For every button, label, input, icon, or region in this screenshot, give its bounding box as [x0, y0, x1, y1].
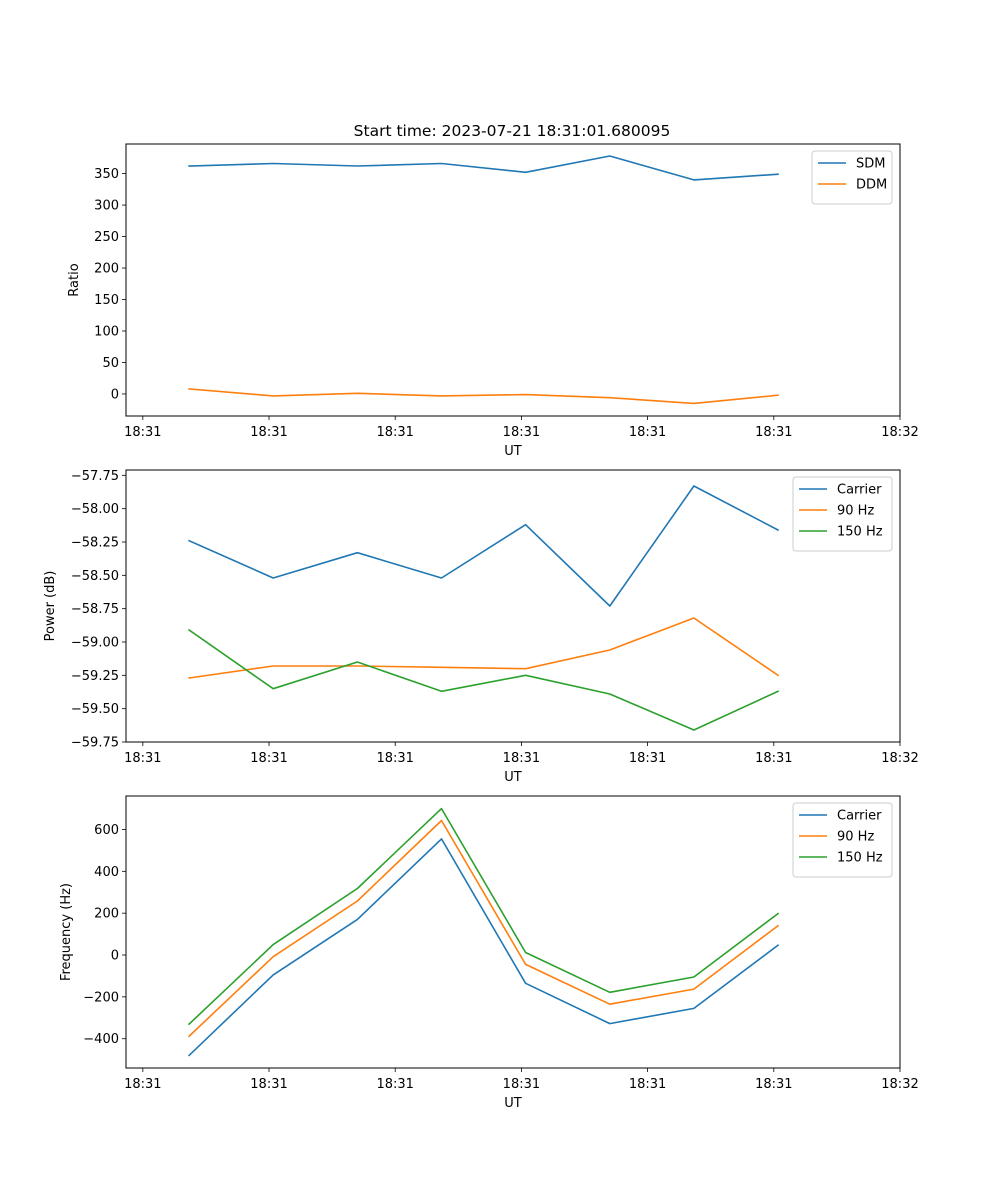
x-tick-label: 18:31	[124, 425, 161, 440]
x-tick-label: 18:31	[250, 751, 287, 766]
y-tick-label: 150	[94, 293, 119, 308]
x-tick-label: 18:31	[250, 425, 287, 440]
y-tick-label: 0	[111, 949, 119, 964]
y-tick-label: −59.75	[71, 736, 119, 751]
chart-panel-1: 18:31 18:31 18:31 18:31 18:31 18:31 18:32 0 50 10…	[67, 143, 919, 459]
y-tick-label: −57.75	[71, 469, 119, 484]
x-tick-label: 18:32	[881, 425, 918, 440]
charts-group: 18:31 18:31 18:31 18:31 18:31 18:31 18:32 0 50 10…	[43, 143, 919, 1111]
legend-label-90-hz: 90 Hz	[837, 830, 874, 845]
legend: Carrier 90 Hz 150 Hz	[792, 476, 893, 552]
y-tick-label: 0	[111, 387, 119, 402]
axes-frame	[125, 795, 901, 1069]
y-tick-label: −58.25	[71, 536, 119, 551]
x-tick-label: 18:31	[755, 1077, 792, 1092]
y-tick-label: 250	[94, 230, 119, 245]
series-line-90-hz	[187, 819, 780, 1038]
x-tick-label: 18:31	[503, 751, 540, 766]
legend-box	[792, 476, 893, 552]
chart-panel-2: 18:31 18:31 18:31 18:31 18:31 18:31 18:32 −59.7…	[43, 469, 919, 785]
x-tick-label: 18:31	[629, 1077, 666, 1092]
series-line-150-hz	[187, 807, 780, 1026]
x-tick-label: 18:31	[250, 1077, 287, 1092]
x-tick-label: 18:31	[755, 751, 792, 766]
x-tick-label: 18:32	[881, 1077, 918, 1092]
series-line-carrier	[188, 485, 780, 607]
y-tick-label: −59.50	[71, 702, 119, 717]
y-tick-label: 350	[94, 167, 119, 182]
x-tick-label: 18:31	[503, 425, 540, 440]
legend-label-sdm: SDM	[856, 157, 885, 172]
legend-box	[811, 150, 893, 205]
y-tick-label: 50	[102, 356, 119, 371]
x-tick-label: 18:31	[124, 1077, 161, 1092]
x-axis-label: UT	[504, 1096, 522, 1111]
x-tick-label: 18:31	[376, 425, 413, 440]
x-tick-label: 18:31	[629, 751, 666, 766]
y-tick-label: 200	[94, 907, 119, 922]
y-axis-label: Power (dB)	[43, 571, 58, 642]
y-tick-label: 200	[94, 262, 119, 277]
series-line-carrier	[187, 838, 780, 1057]
x-tick-label: 18:31	[629, 425, 666, 440]
y-axis-label: Frequency (Hz)	[59, 883, 74, 981]
x-tick-label: 18:31	[503, 1077, 540, 1092]
x-tick-label: 18:32	[881, 751, 918, 766]
x-axis-label: UT	[504, 770, 522, 785]
legend-box	[792, 802, 893, 878]
y-tick-label: −200	[83, 990, 119, 1005]
y-tick-label: −59.25	[71, 669, 119, 684]
axes-frame	[125, 143, 901, 417]
legend: Carrier 90 Hz 150 Hz	[792, 802, 893, 878]
series-line-sdm	[188, 155, 779, 181]
x-tick-label: 18:31	[376, 751, 413, 766]
series-line-150-hz	[187, 628, 780, 731]
legend-label-150-hz: 150 Hz	[837, 851, 883, 866]
y-tick-label: −59.00	[71, 636, 119, 651]
y-tick-label: 600	[94, 823, 119, 838]
y-tick-label: 100	[94, 325, 119, 340]
y-tick-label: −58.00	[71, 502, 119, 517]
figure-title: Start time: 2023-07-21 18:31:01.680095	[354, 122, 671, 140]
legend-label-carrier: Carrier	[837, 809, 882, 824]
x-tick-label: 18:31	[124, 751, 161, 766]
chart-panel-3: 18:31 18:31 18:31 18:31 18:31 18:31 18:32 −400 −…	[59, 795, 919, 1111]
legend-label-ddm: DDM	[856, 178, 887, 193]
legend-label-carrier: Carrier	[837, 483, 882, 498]
y-tick-label: −400	[83, 1032, 119, 1047]
y-axis-label: Ratio	[67, 263, 82, 296]
legend-label-150-hz: 150 Hz	[837, 525, 883, 540]
series-line-90-hz	[188, 617, 780, 679]
legend: SDM DDM	[811, 150, 893, 205]
legend-label-90-hz: 90 Hz	[837, 504, 874, 519]
y-tick-label: 300	[94, 199, 119, 214]
y-tick-label: 400	[94, 865, 119, 880]
y-tick-label: −58.75	[71, 602, 119, 617]
x-axis-label: UT	[504, 444, 522, 459]
x-tick-label: 18:31	[376, 1077, 413, 1092]
series-line-ddm	[188, 388, 779, 405]
x-tick-label: 18:31	[755, 425, 792, 440]
y-tick-label: −58.50	[71, 569, 119, 584]
axes-frame	[125, 469, 901, 743]
